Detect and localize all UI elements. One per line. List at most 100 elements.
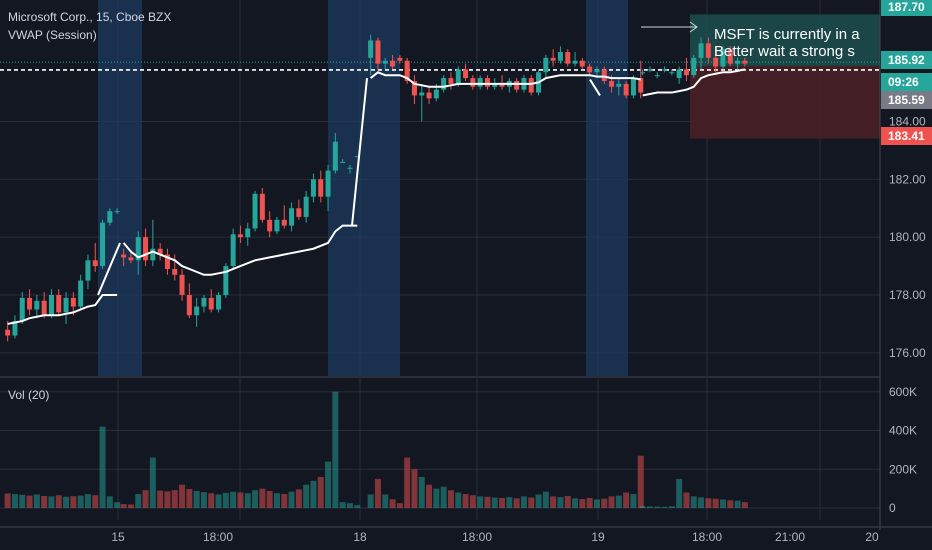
volume-bar <box>426 484 433 508</box>
volume-bar <box>26 495 33 508</box>
volume-bar <box>469 495 476 508</box>
volume-bar <box>120 504 127 508</box>
volume-bar <box>92 495 99 508</box>
time-tick-label: 18:00 <box>462 530 492 544</box>
candle-body <box>411 80 417 96</box>
volume-bar <box>374 478 381 508</box>
volume-bar <box>528 497 535 508</box>
candle-body <box>742 60 748 64</box>
volume-bar <box>712 498 719 508</box>
candle-body <box>143 237 149 261</box>
candle-body <box>332 141 338 171</box>
volume-bar <box>237 492 244 508</box>
session-band <box>586 0 628 376</box>
session-bands <box>98 0 628 376</box>
candle-body <box>78 280 84 307</box>
candle-body <box>638 78 644 93</box>
volume-bar <box>698 497 705 508</box>
volume-bar <box>41 495 48 508</box>
price-badge-label: 185.59 <box>888 93 925 107</box>
volume-bar <box>70 496 77 508</box>
volume-bar <box>668 506 675 508</box>
volume-bar <box>200 492 207 508</box>
candle-body <box>397 57 403 61</box>
session-band <box>328 0 400 376</box>
candle-body <box>325 170 331 197</box>
candle-body <box>223 266 229 296</box>
candles <box>5 34 748 342</box>
candle-body <box>157 248 163 255</box>
candle-body <box>514 80 520 90</box>
candle-body <box>691 57 697 76</box>
volume-bar <box>4 493 11 508</box>
vwap-indicator-label[interactable]: VWAP (Session) <box>8 28 97 42</box>
candle-body <box>56 295 62 313</box>
volume-bar <box>222 492 229 508</box>
candle-body <box>492 83 498 87</box>
annotation-line-2[interactable]: Better wait a strong s <box>714 43 855 60</box>
candle-body <box>267 219 273 232</box>
volume-bar <box>19 494 26 508</box>
volume-bar <box>354 505 361 508</box>
volume-bar <box>593 499 600 508</box>
volume-bar <box>171 490 178 508</box>
candle-body <box>565 52 571 64</box>
volume-bar <box>586 497 593 508</box>
volume-bar <box>404 457 411 508</box>
candle-body <box>303 196 309 217</box>
vwap-segment <box>642 68 746 97</box>
price-tick-label: 176.00 <box>889 346 926 360</box>
candle-body <box>208 297 214 310</box>
volume-bar <box>193 490 200 508</box>
candle-body <box>587 66 593 73</box>
volume-bar <box>719 499 726 508</box>
volume-bar <box>48 496 55 508</box>
volume-bar <box>367 494 374 508</box>
annotation-line-1[interactable]: MSFT is currently in a <box>714 26 860 43</box>
vwap-segment <box>7 294 118 325</box>
volume-bar <box>705 498 712 508</box>
volume-bar <box>142 490 149 508</box>
candle-body <box>720 49 726 67</box>
price-badge <box>881 91 932 109</box>
volume-bar <box>295 489 302 508</box>
price-tick-label: 182.00 <box>889 172 926 186</box>
candle-body <box>289 208 295 226</box>
time-tick-label: 18:00 <box>692 530 722 544</box>
candle-body <box>550 57 556 61</box>
time-tick-label: 21:00 <box>775 530 805 544</box>
symbol-title[interactable]: Microsoft Corp., 15, Cboe BZX <box>8 10 172 24</box>
arrow-head <box>689 21 698 33</box>
volume-tick-label: 600K <box>889 385 917 399</box>
candle-body <box>368 40 374 58</box>
volume-bar <box>734 500 741 508</box>
risk-reward-tool[interactable] <box>690 14 880 139</box>
candle-body <box>201 297 207 307</box>
candle-body <box>216 295 222 310</box>
candle-body <box>63 297 69 313</box>
candle-body <box>107 211 113 223</box>
candle-body <box>616 83 622 87</box>
stop-zone[interactable] <box>690 65 880 139</box>
volume-bar <box>325 461 332 508</box>
candle-body <box>594 69 600 73</box>
time-tick-label: 15 <box>111 530 125 544</box>
volume-bar <box>244 493 251 508</box>
volume-bar <box>676 478 683 508</box>
candle-body <box>340 161 346 163</box>
volume-bar <box>615 495 622 508</box>
volume-bar <box>215 494 222 508</box>
arrow-drawing[interactable] <box>641 21 698 33</box>
volume-bar <box>303 484 310 508</box>
volume-bar <box>266 490 273 508</box>
candle-body <box>499 83 505 87</box>
candle-body <box>463 69 469 79</box>
price-badge <box>881 127 932 145</box>
candle-body <box>12 321 18 336</box>
volume-indicator-label[interactable]: Vol (20) <box>8 388 50 402</box>
volume-bar <box>639 506 646 508</box>
candle-body <box>281 219 287 226</box>
volume-bar <box>499 497 506 508</box>
candle-body <box>484 78 490 87</box>
